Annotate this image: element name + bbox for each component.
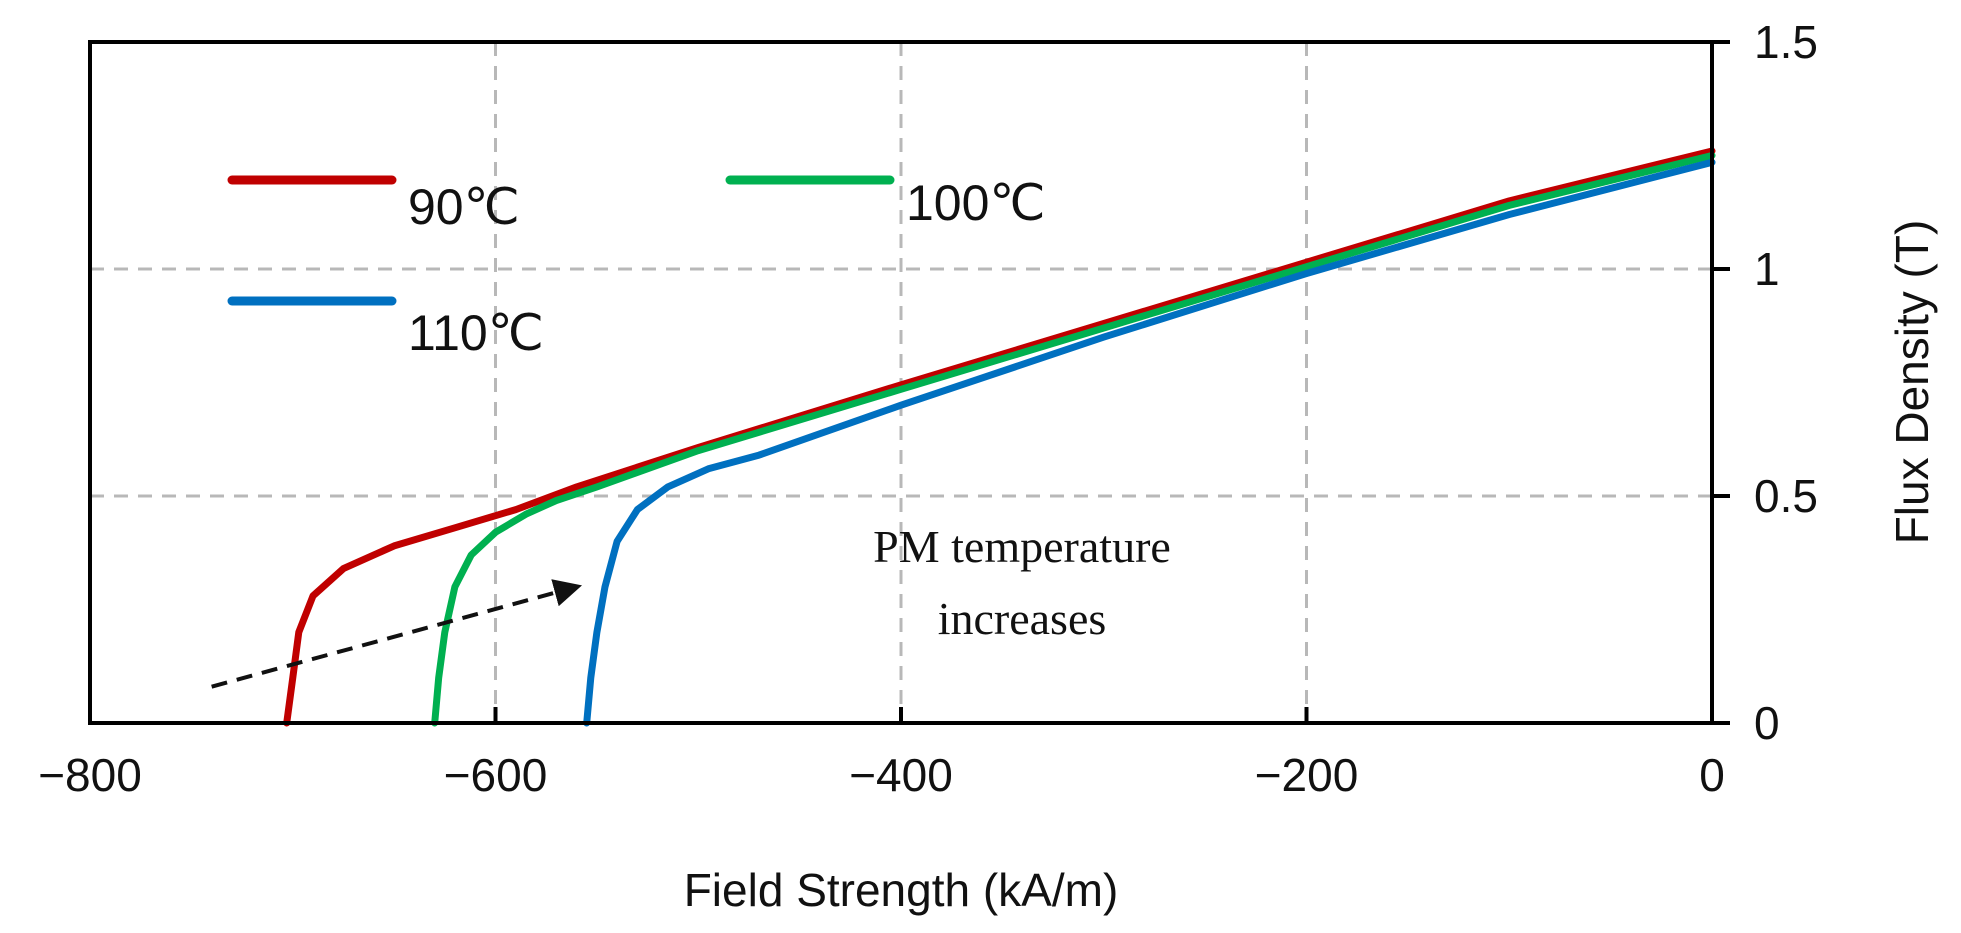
legend: 90℃ 100℃ 110℃ [227, 175, 1046, 361]
x-tick-label-400: −400 [849, 749, 953, 801]
y-axis-title: Flux Density (T) [1886, 220, 1938, 545]
series-line-100c [431, 152, 1716, 727]
x-tick-label-0: 0 [1699, 749, 1725, 801]
series-line-110c [583, 158, 1716, 727]
axis-ticks [88, 40, 1730, 725]
y-tick-label-0-5: 0.5 [1754, 470, 1818, 522]
x-tick-label-800: −800 [38, 749, 142, 801]
x-tick-label-200: −200 [1255, 749, 1359, 801]
dashed-arrow [211, 579, 583, 689]
temperature-annotation: PM temperature increases [211, 521, 1171, 689]
x-tick-label-600: −600 [444, 749, 548, 801]
legend-label-90c: 90℃ [408, 179, 520, 235]
y-tick-label-1-5: 1.5 [1754, 16, 1818, 68]
y-tick-labels: 0 0.5 1 1.5 [1754, 16, 1818, 749]
x-tick-labels: −800 −600 −400 −200 0 [38, 749, 1725, 801]
annotation-line-2: increases [938, 593, 1107, 644]
annotation-line-1: PM temperature [873, 521, 1171, 572]
y-tick-label-0: 0 [1754, 697, 1780, 749]
series-lines [283, 147, 1716, 727]
legend-label-110c: 110℃ [408, 305, 544, 361]
series-line-90c [283, 147, 1716, 727]
y-tick-label-1: 1 [1754, 243, 1780, 295]
legend-label-100c: 100℃ [906, 175, 1046, 231]
x-axis-title: Field Strength (kA/m) [684, 864, 1119, 916]
